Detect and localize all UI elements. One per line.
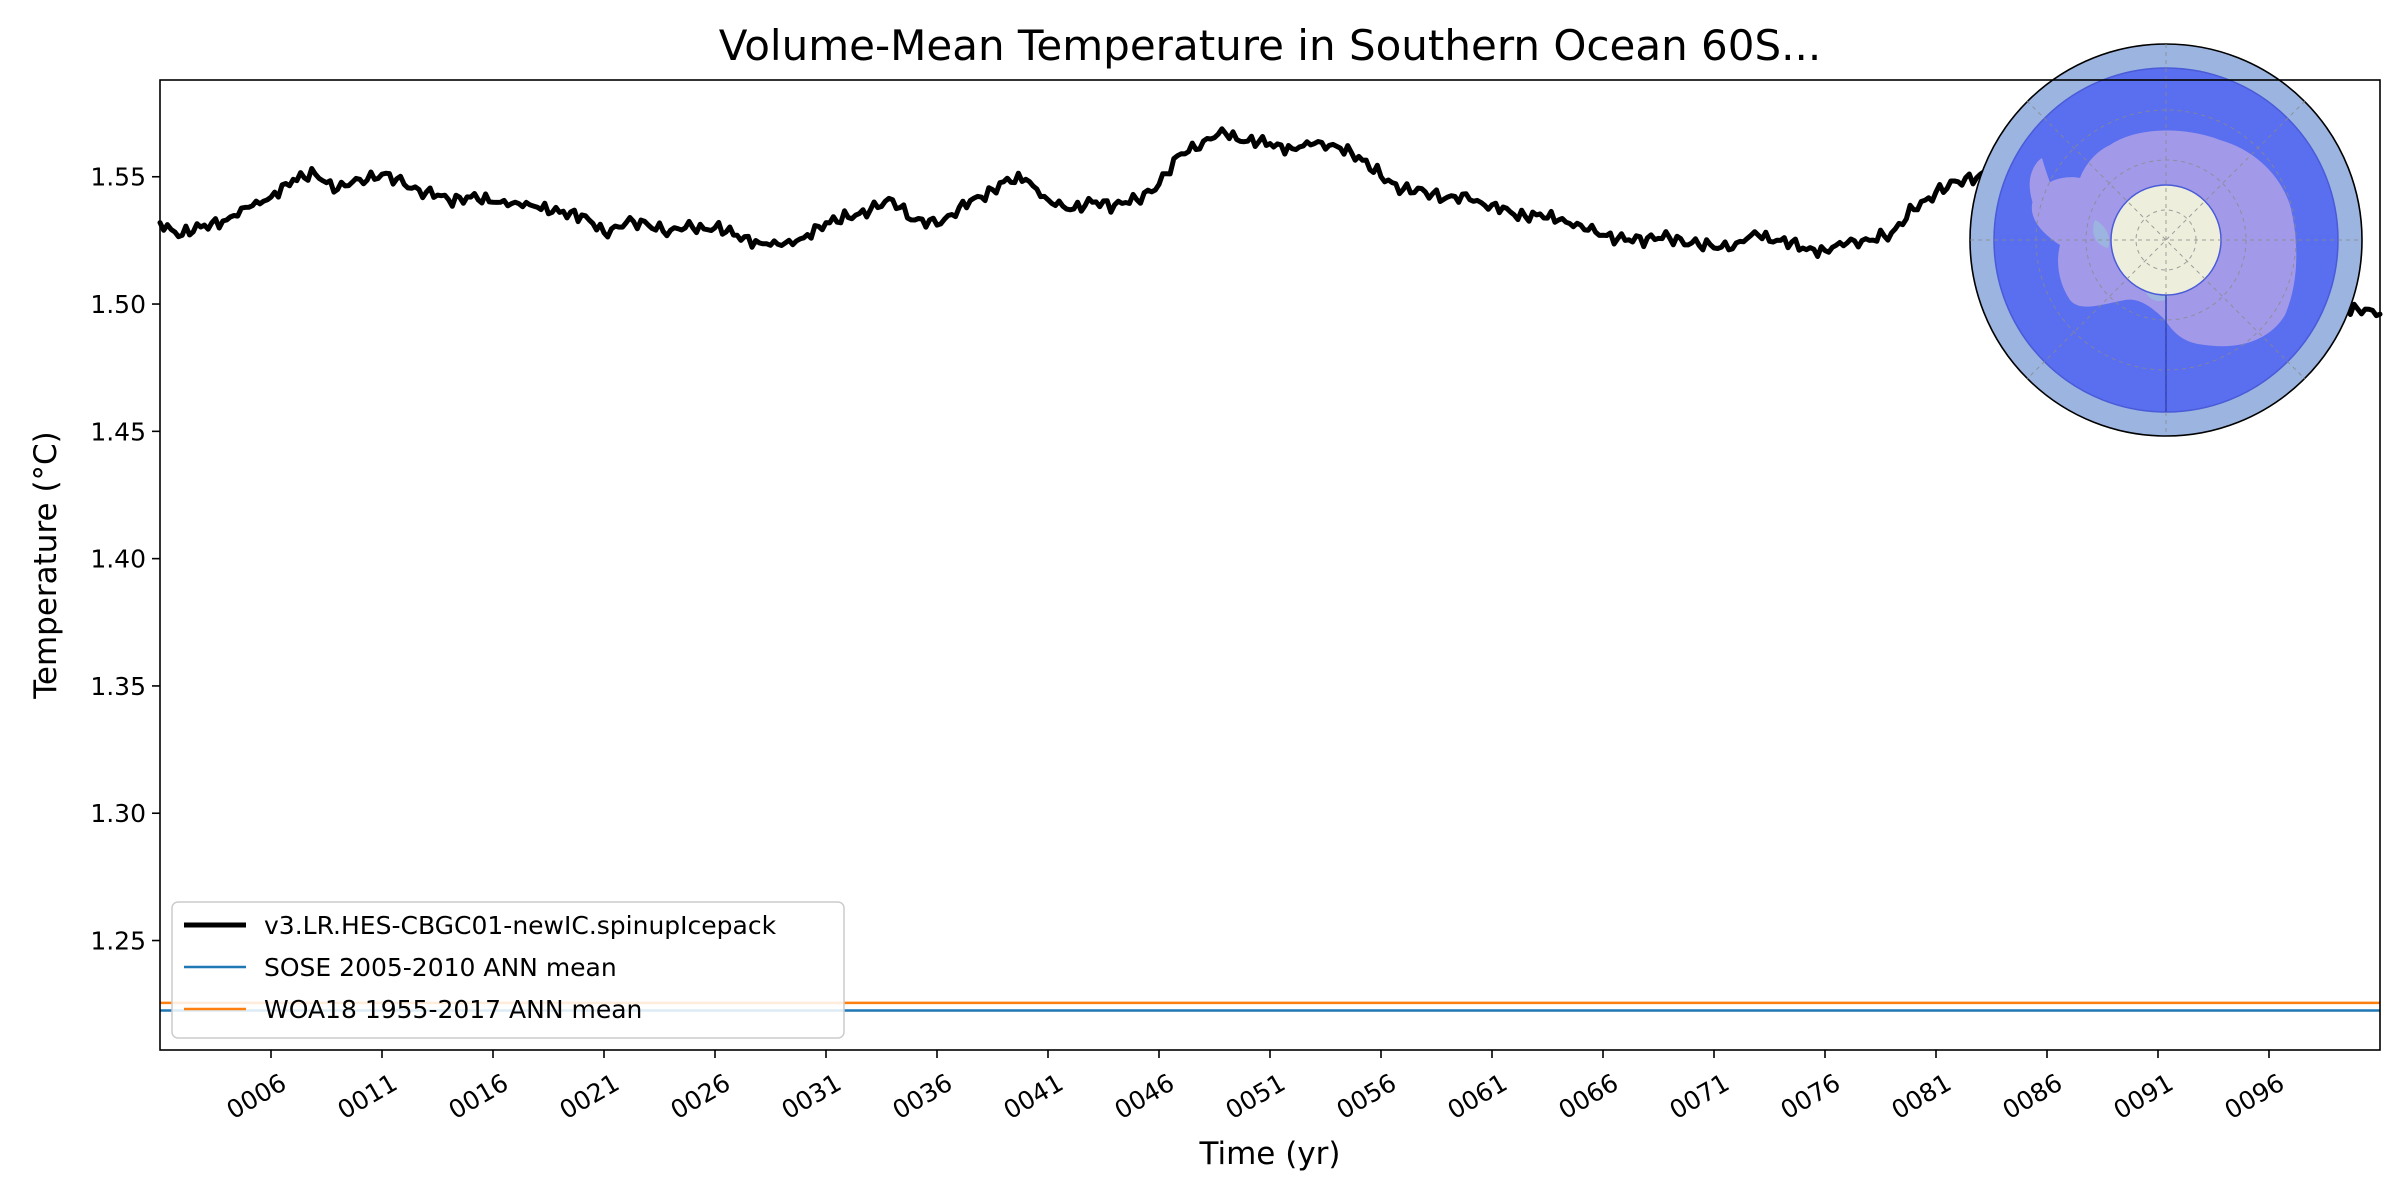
- legend-box: [171, 901, 845, 1039]
- y-tick-label: 1.45: [90, 417, 146, 446]
- inset-region-map: [1969, 43, 2363, 437]
- legend-label-sose: SOSE 2005-2010 ANN mean: [264, 953, 617, 982]
- antarctic-peninsula: [2029, 158, 2062, 245]
- y-tick-label: 1.30: [90, 799, 146, 828]
- y-tick-label: 1.50: [90, 290, 146, 319]
- y-tick-label: 1.55: [90, 163, 146, 192]
- y-axis-title: Temperature (°C): [28, 431, 64, 700]
- plot-frame: [159, 79, 2381, 1051]
- legend-label-model: v3.LR.HES-CBGC01-newIC.spinupIcepack: [264, 911, 777, 940]
- ice-shelf-left: [2093, 220, 2110, 248]
- x-axis-title: Time (yr): [1199, 1136, 1341, 1172]
- y-tick-label: 1.35: [90, 672, 146, 701]
- y-tick-label: 1.40: [90, 545, 146, 574]
- chart-title: Volume-Mean Temperature in Southern Ocea…: [719, 21, 1821, 70]
- y-axis-ticks: 1.25 1.30 1.35 1.40 1.45 1.50 1.55: [90, 163, 160, 956]
- legend: v3.LR.HES-CBGC01-newIC.spinupIcepack SOS…: [171, 901, 845, 1039]
- inset-graticule: [1970, 44, 2362, 436]
- legend-label-woa18: WOA18 1955-2017 ANN mean: [264, 995, 642, 1024]
- y-tick-label: 1.25: [90, 927, 146, 956]
